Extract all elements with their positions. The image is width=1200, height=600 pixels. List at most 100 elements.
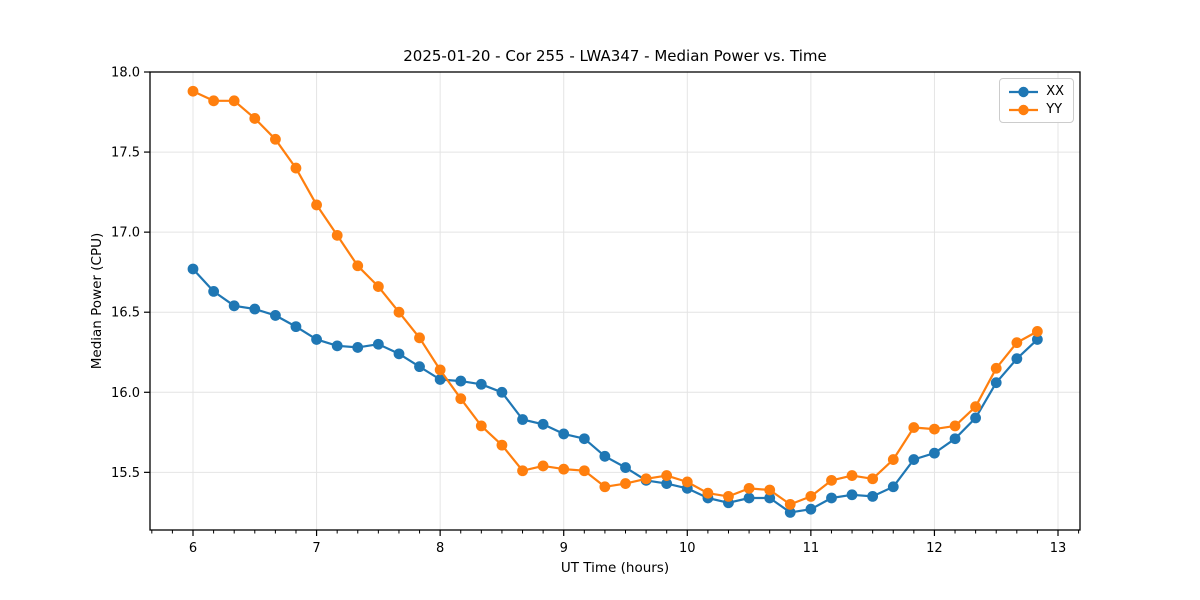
data-point-xx — [331, 340, 343, 352]
y-tick-label: 17.5 — [111, 146, 140, 161]
x-tick-label: 12 — [926, 541, 943, 556]
data-point-xx — [311, 334, 322, 345]
data-point-xx — [661, 478, 673, 489]
x-tick-label: 6 — [189, 541, 197, 556]
y-tick-label: 15.5 — [111, 466, 140, 481]
data-point-xx — [208, 285, 220, 297]
data-point-xx — [517, 414, 528, 425]
legend-label: XX — [1046, 84, 1064, 99]
data-point-xx — [270, 310, 281, 321]
data-point-xx — [372, 338, 384, 350]
data-point-yy — [929, 423, 940, 435]
data-point-xx — [1011, 353, 1023, 365]
x-tick-label: 7 — [312, 541, 320, 556]
y-tick-label: 16.5 — [111, 306, 140, 321]
data-point-xx — [290, 321, 302, 333]
y-tick-label: 16.0 — [111, 386, 140, 401]
legend: XX YY — [999, 78, 1074, 123]
data-point-yy — [784, 498, 796, 510]
data-point-yy — [723, 490, 734, 502]
x-axis-label: UT Time (hours) — [560, 560, 670, 576]
data-point-xx — [990, 377, 1002, 389]
data-point-yy — [228, 95, 240, 107]
data-point-yy — [805, 490, 817, 502]
data-point-xx — [228, 300, 240, 312]
data-point-yy — [558, 463, 570, 475]
data-point-yy — [826, 474, 837, 486]
data-point-yy — [970, 401, 981, 413]
data-point-yy — [290, 162, 302, 174]
data-point-xx — [826, 492, 837, 504]
y-tick-label: 17.0 — [111, 226, 140, 241]
data-point-yy — [661, 470, 673, 481]
x-tick-label: 8 — [436, 541, 444, 556]
data-point-yy — [475, 420, 487, 432]
legend-marker-icon — [1009, 86, 1039, 97]
legend-item-yy: YY — [1008, 102, 1064, 117]
data-point-xx — [578, 433, 590, 445]
data-point-yy — [743, 482, 755, 494]
data-point-yy — [414, 332, 425, 344]
data-point-yy — [764, 484, 776, 496]
data-point-yy — [537, 460, 549, 472]
data-point-xx — [393, 348, 405, 360]
data-point-xx — [949, 433, 961, 445]
data-point-xx — [187, 263, 199, 275]
data-point-xx — [784, 506, 796, 518]
data-point-yy — [599, 481, 611, 493]
data-point-yy — [578, 465, 590, 477]
data-point-yy — [352, 260, 364, 272]
data-point-xx — [455, 375, 467, 387]
data-point-yy — [846, 470, 858, 481]
data-point-yy — [496, 439, 508, 451]
data-point-yy — [311, 199, 322, 211]
data-point-yy — [640, 473, 652, 485]
data-point-xx — [887, 481, 899, 493]
data-point-xx — [929, 447, 940, 459]
data-point-yy — [681, 476, 693, 488]
data-point-xx — [1031, 334, 1043, 345]
data-point-yy — [949, 420, 961, 432]
x-tick-label: 10 — [679, 541, 696, 556]
data-point-yy — [517, 465, 528, 477]
data-point-yy — [908, 422, 920, 433]
legend-marker-icon — [1009, 104, 1039, 115]
data-point-yy — [1031, 326, 1043, 337]
y-tick-label: 18.0 — [111, 66, 140, 81]
data-point-yy — [208, 95, 220, 107]
series-line-xx — [191, 267, 1039, 514]
axes-spines — [149, 71, 1081, 531]
data-point-yy — [187, 85, 199, 97]
data-point-xx — [599, 450, 611, 462]
data-point-yy — [620, 478, 631, 489]
x-tick-label: 9 — [560, 541, 568, 556]
data-point-yy — [887, 454, 899, 465]
data-point-xx — [414, 361, 425, 373]
data-point-xx — [867, 490, 879, 502]
data-point-xx — [475, 378, 487, 390]
data-point-yy — [990, 362, 1002, 374]
data-point-yy — [455, 393, 467, 405]
data-point-yy — [1011, 337, 1023, 349]
data-point-xx — [496, 386, 508, 398]
legend-item-xx: XX — [1008, 84, 1064, 99]
data-point-yy — [867, 473, 879, 485]
data-point-yy — [434, 364, 446, 376]
data-point-xx — [537, 418, 549, 430]
legend-label: YY — [1046, 102, 1063, 117]
data-point-xx — [352, 342, 364, 353]
data-point-yy — [393, 306, 405, 318]
x-tick-label: 11 — [803, 541, 820, 556]
series-line-yy — [191, 90, 1039, 506]
data-point-xx — [805, 503, 817, 515]
data-point-xx — [743, 492, 755, 504]
y-axis-label: Median Power (CPU) — [89, 232, 105, 370]
data-point-xx — [558, 428, 570, 440]
data-point-xx — [620, 462, 631, 473]
data-point-yy — [270, 133, 281, 145]
chart-title: 2025-01-20 - Cor 255 - LWA347 - Median P… — [403, 47, 827, 65]
data-point-yy — [702, 487, 714, 499]
data-point-xx — [970, 412, 981, 424]
